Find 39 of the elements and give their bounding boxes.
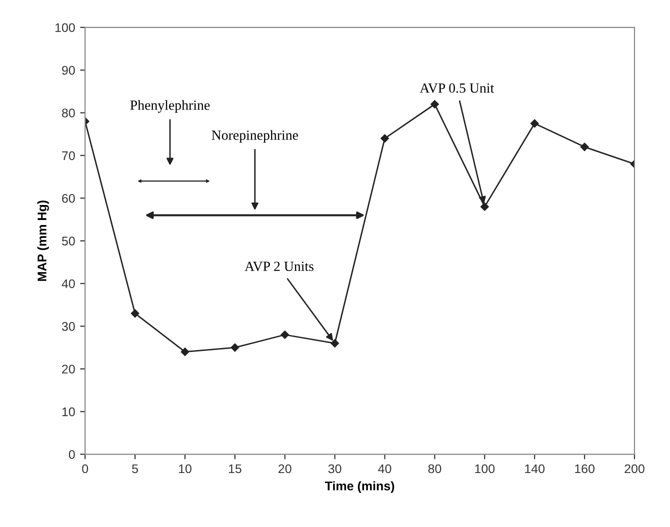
y-tick-label: 50	[62, 236, 75, 246]
y-tick-label: 20	[62, 364, 75, 374]
x-tick-label: 140	[525, 464, 545, 474]
annotation: AVP 0.5 Unit	[420, 83, 494, 93]
point	[230, 343, 240, 352]
annotation: Norepinephrine	[212, 130, 298, 143]
x-tick-label: 100	[475, 464, 495, 474]
y-tick-label: 90	[62, 66, 75, 75]
point	[480, 202, 489, 211]
annotation: Phenylephrine	[130, 100, 210, 113]
x-tick-label: 160	[575, 464, 594, 474]
y-tick-label: 40	[62, 279, 75, 288]
x-tick-label: 5	[132, 464, 138, 474]
x-axis-title: Time (mins)	[324, 481, 394, 493]
x-tick-label: 40	[378, 464, 392, 474]
x-tick-label: 15	[228, 464, 242, 474]
x-tick-label: 30	[328, 464, 342, 474]
point	[330, 339, 339, 348]
point	[530, 119, 539, 128]
y-tick-label: 100	[55, 23, 75, 32]
point	[380, 134, 389, 143]
point	[180, 348, 190, 356]
x-tick-label: 10	[178, 464, 192, 474]
point	[280, 330, 290, 339]
point	[430, 100, 439, 108]
y-tick-label: 80	[62, 108, 75, 118]
x-tick-label: 0	[82, 464, 88, 474]
y-tick-label: 60	[62, 194, 75, 203]
point	[130, 309, 140, 318]
y-tick-label: 30	[62, 322, 75, 331]
x-tick-label: 200	[624, 464, 644, 474]
point	[580, 142, 589, 152]
y-tick-label: 10	[62, 407, 75, 416]
y-tick-label: 70	[62, 151, 75, 160]
x-tick-label: 80	[428, 464, 442, 474]
x-tick-label: 20	[278, 464, 292, 474]
y-tick-label: 0	[68, 450, 75, 459]
annotation: AVP 2 Units	[244, 262, 314, 272]
y-axis-title: MAP (mm Hg)	[37, 200, 49, 281]
